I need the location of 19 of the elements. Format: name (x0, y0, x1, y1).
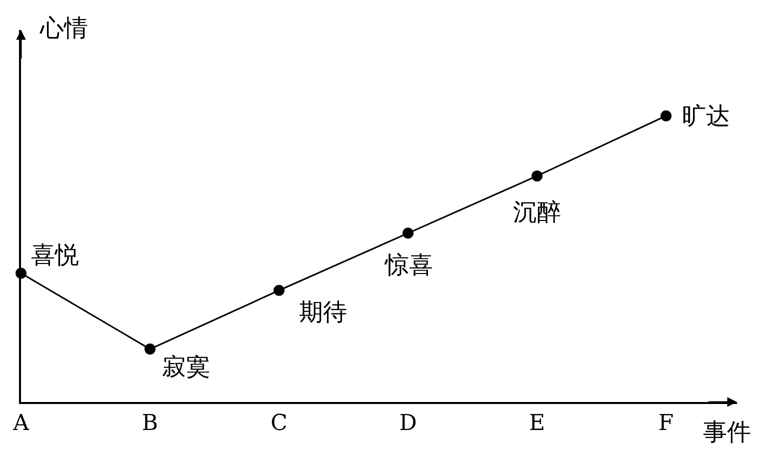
point (144, 344, 156, 355)
annotation: 喜悦 (31, 241, 79, 269)
x-tick-label: F (658, 411, 674, 436)
annotation: 惊喜 (384, 251, 433, 279)
x-tick-label: B (142, 411, 158, 436)
point (532, 170, 543, 182)
point (660, 110, 672, 122)
x-tick-label: A (12, 411, 30, 436)
annotation: 旷达 (682, 102, 730, 130)
annotation: 沉醉 (513, 198, 561, 226)
annotation: 寂寞 (162, 353, 210, 381)
x-tick-label: D (399, 411, 417, 436)
point (274, 284, 285, 296)
annotation: 期待 (299, 298, 347, 326)
point (402, 228, 414, 239)
x-axis-title: 事件 (703, 418, 751, 446)
y-axis-title: 心情 (39, 14, 88, 42)
x-tick-label: C (270, 411, 288, 436)
x-tick-label: E (529, 411, 546, 436)
